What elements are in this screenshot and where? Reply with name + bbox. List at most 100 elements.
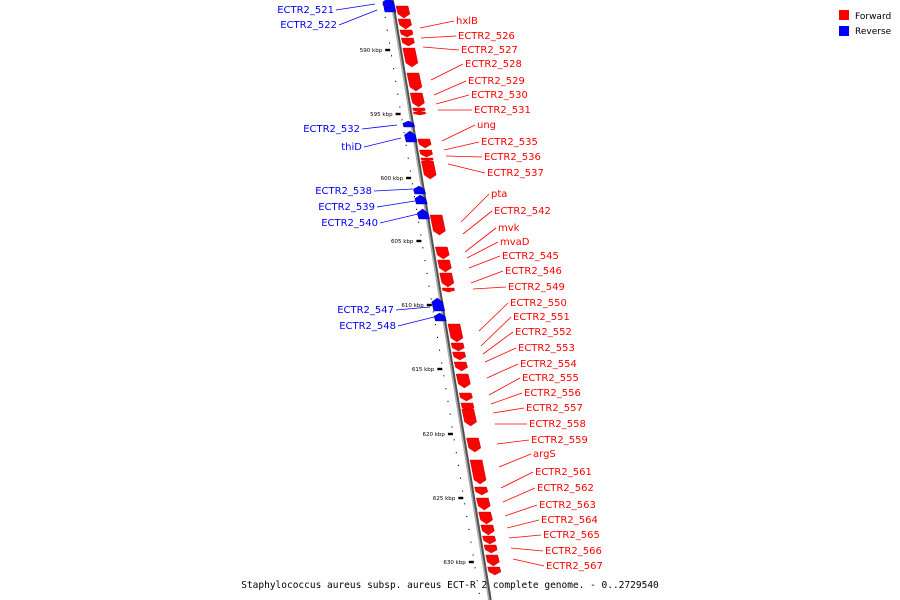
forward-gene-label[interactable]: ECTR2_545 bbox=[502, 251, 559, 262]
forward-gene-label[interactable]: ECTR2_555 bbox=[522, 373, 579, 384]
forward-gene-label[interactable]: ECTR2_542 bbox=[494, 206, 551, 217]
forward-gene-arrow[interactable] bbox=[453, 361, 468, 372]
forward-gene-arrow[interactable] bbox=[399, 29, 414, 38]
forward-gene-arrow[interactable] bbox=[461, 408, 477, 427]
forward-gene-arrow[interactable] bbox=[397, 18, 412, 30]
forward-gene-arrow[interactable] bbox=[421, 160, 437, 180]
reverse-gene-arrow[interactable] bbox=[404, 130, 418, 143]
forward-gene-label[interactable]: ECTR2_527 bbox=[461, 45, 518, 56]
forward-gene-arrow[interactable] bbox=[482, 535, 497, 545]
forward-gene-arrow[interactable] bbox=[483, 544, 498, 554]
legend-swatch-forward bbox=[839, 10, 849, 20]
reverse-gene-arrow[interactable] bbox=[416, 208, 431, 220]
forward-gene-label[interactable]: ECTR2_550 bbox=[510, 298, 567, 309]
forward-gene-arrow[interactable] bbox=[458, 392, 473, 402]
reverse-gene-arrow[interactable] bbox=[414, 194, 428, 205]
forward-gene-label[interactable]: argS bbox=[533, 449, 556, 460]
forward-gene-label[interactable]: ECTR2_557 bbox=[526, 403, 583, 414]
forward-gene-arrow[interactable] bbox=[455, 373, 471, 389]
tick-dot bbox=[476, 580, 478, 582]
reverse-gene-arrow[interactable] bbox=[413, 185, 426, 195]
forward-gene-arrow[interactable] bbox=[469, 459, 487, 485]
forward-gene-label[interactable]: ECTR2_535 bbox=[481, 137, 538, 148]
forward-gene-arrow[interactable] bbox=[480, 524, 495, 536]
forward-gene-label[interactable]: ECTR2_552 bbox=[515, 327, 572, 338]
reverse-gene-label[interactable]: ECTR2_540 bbox=[321, 218, 378, 229]
forward-gene-arrow[interactable] bbox=[402, 47, 419, 68]
forward-gene-arrow[interactable] bbox=[476, 497, 491, 511]
forward-gene-arrow[interactable] bbox=[413, 111, 427, 116]
reverse-gene-arrow[interactable] bbox=[431, 297, 446, 312]
tick-dot bbox=[455, 452, 457, 454]
tick-dot bbox=[426, 272, 428, 274]
forward-gene-label[interactable]: ECTR2_553 bbox=[518, 343, 575, 354]
reverse-gene-label[interactable]: ECTR2_521 bbox=[277, 5, 334, 16]
forward-gene-label[interactable]: ECTR2_563 bbox=[539, 500, 596, 511]
reverse-gene-label[interactable]: ECTR2_547 bbox=[337, 305, 394, 316]
reverse-gene-label[interactable]: ECTR2_539 bbox=[318, 202, 375, 213]
forward-gene-label[interactable]: ECTR2_559 bbox=[531, 435, 588, 446]
forward-gene-arrow[interactable] bbox=[474, 486, 489, 496]
forward-gene-label[interactable]: ECTR2_558 bbox=[529, 419, 586, 430]
forward-gene-label[interactable]: ECTR2_564 bbox=[541, 515, 598, 526]
forward-gene-label[interactable]: mvaD bbox=[500, 237, 530, 248]
forward-gene-arrow[interactable] bbox=[485, 554, 500, 567]
forward-gene-label[interactable]: ECTR2_565 bbox=[543, 530, 600, 541]
forward-gene-arrow[interactable] bbox=[466, 437, 482, 453]
forward-gene-arrow[interactable] bbox=[420, 157, 434, 162]
forward-gene-arrow[interactable] bbox=[419, 149, 433, 158]
forward-gene-arrow[interactable] bbox=[406, 72, 423, 92]
forward-gene-label[interactable]: ECTR2_551 bbox=[513, 312, 570, 323]
forward-gene-arrow[interactable] bbox=[447, 323, 464, 343]
reverse-gene-label[interactable]: ECTR2_532 bbox=[303, 124, 360, 135]
forward-gene-label[interactable]: ECTR2_526 bbox=[458, 31, 515, 42]
forward-label-leader bbox=[433, 80, 467, 96]
forward-gene-arrow[interactable] bbox=[441, 287, 455, 293]
forward-gene-label[interactable]: ECTR2_530 bbox=[471, 90, 528, 101]
reverse-gene-label[interactable]: thiD bbox=[341, 142, 362, 153]
forward-gene-label[interactable]: mvk bbox=[498, 223, 520, 234]
forward-gene-label[interactable]: ECTR2_566 bbox=[545, 546, 602, 557]
forward-gene-label[interactable]: ECTR2_537 bbox=[487, 168, 544, 179]
reverse-gene-label[interactable]: ECTR2_548 bbox=[339, 321, 396, 332]
forward-gene-arrow[interactable] bbox=[429, 214, 446, 236]
tick-dot bbox=[474, 567, 476, 569]
forward-gene-arrow[interactable] bbox=[437, 259, 452, 273]
forward-gene-label[interactable]: ECTR2_567 bbox=[546, 561, 603, 572]
forward-gene-arrow[interactable] bbox=[435, 246, 450, 260]
reverse-gene-arrow[interactable] bbox=[433, 312, 447, 322]
forward-gene-label[interactable]: ECTR2_536 bbox=[484, 152, 541, 163]
forward-gene-label[interactable]: ung bbox=[477, 120, 496, 131]
forward-gene-label[interactable]: hxlB bbox=[456, 16, 478, 27]
forward-gene-label[interactable]: ECTR2_529 bbox=[468, 76, 525, 87]
forward-gene-arrow[interactable] bbox=[412, 107, 426, 113]
reverse-gene-arrow[interactable] bbox=[383, 6, 397, 13]
forward-label-leader bbox=[498, 453, 532, 468]
reverse-gene-arrow[interactable] bbox=[402, 120, 415, 128]
forward-gene-label[interactable]: pta bbox=[491, 189, 507, 200]
forward-gene-arrow[interactable] bbox=[395, 5, 411, 19]
forward-gene-arrow[interactable] bbox=[450, 342, 465, 352]
forward-gene-arrow[interactable] bbox=[478, 511, 493, 525]
reverse-gene-label[interactable]: ECTR2_522 bbox=[280, 20, 337, 31]
forward-gene-label[interactable]: ECTR2_546 bbox=[505, 266, 562, 277]
forward-gene-arrow[interactable] bbox=[417, 138, 432, 149]
forward-gene-arrow[interactable] bbox=[452, 351, 467, 361]
forward-gene-arrow[interactable] bbox=[409, 92, 425, 108]
forward-gene-arrow[interactable] bbox=[487, 566, 502, 576]
forward-gene-arrow[interactable] bbox=[400, 37, 415, 47]
forward-gene-label[interactable]: ECTR2_531 bbox=[474, 105, 531, 116]
reverse-gene-label[interactable]: ECTR2_538 bbox=[315, 186, 372, 197]
forward-gene-arrow[interactable] bbox=[439, 272, 455, 288]
gene-labels: hxlB ECTR2_526 ECTR2_527 ECTR2_528 ECTR2_529… bbox=[277, 3, 603, 572]
gene-features bbox=[382, 0, 502, 576]
forward-gene-label[interactable]: ECTR2_528 bbox=[465, 59, 522, 70]
forward-gene-label[interactable]: ECTR2_562 bbox=[537, 483, 594, 494]
forward-gene-label[interactable]: ECTR2_561 bbox=[535, 467, 592, 478]
forward-label-leader bbox=[508, 534, 542, 539]
forward-gene-label[interactable]: ECTR2_554 bbox=[520, 359, 577, 370]
forward-label-leader bbox=[441, 124, 476, 142]
forward-gene-label[interactable]: ECTR2_556 bbox=[524, 388, 581, 399]
forward-gene-label[interactable]: ECTR2_549 bbox=[508, 282, 565, 293]
tick-dot bbox=[384, 16, 386, 18]
